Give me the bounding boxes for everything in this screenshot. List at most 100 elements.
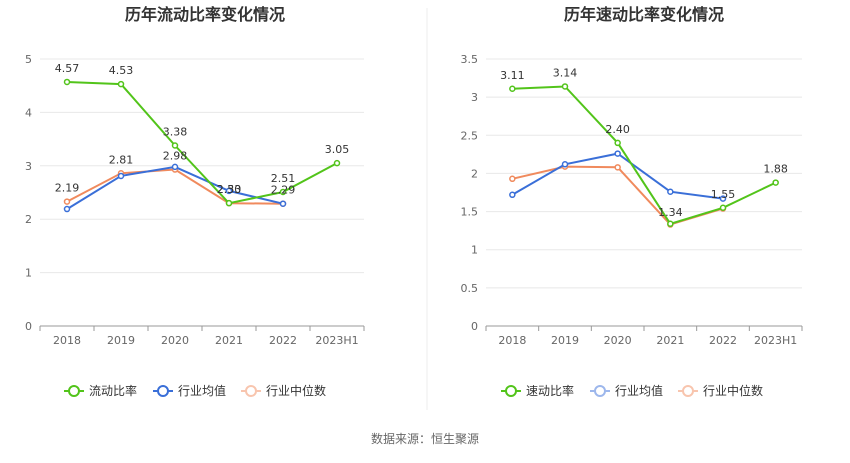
y-tick-label: 4 <box>25 106 32 119</box>
data-point <box>614 164 621 171</box>
data-label: 1.34 <box>658 206 683 219</box>
data-point <box>772 179 779 186</box>
data-label: 3.14 <box>553 66 578 79</box>
x-tick-label: 2021 <box>215 334 243 347</box>
y-tick-label: 3 <box>471 91 478 104</box>
data-point <box>171 142 179 149</box>
data-label: 3.11 <box>500 69 525 82</box>
data-labels: 3.11 3.14 2.40 1.34 1.55 1.88 <box>500 66 788 218</box>
legend: 速动比率 行业均值 行业中位数 <box>501 383 763 398</box>
data-label: 2.19 <box>55 182 80 195</box>
data-point <box>171 163 179 171</box>
data-point <box>225 199 233 207</box>
y-tick-label: 2 <box>471 167 478 180</box>
data-point <box>719 195 727 202</box>
y-tick-label: 2 <box>25 213 32 226</box>
data-point <box>614 150 621 157</box>
legend-marker <box>594 385 606 397</box>
x-tick-label: 2020 <box>161 334 189 347</box>
data-label: 4.53 <box>109 64 134 77</box>
legend-marker <box>245 385 257 397</box>
series-layer <box>63 78 341 213</box>
y-tick-label: 1 <box>25 267 32 280</box>
x-tick-label: 2021 <box>656 334 684 347</box>
series-line <box>512 85 777 225</box>
data-labels: 4.57 4.53 3.38 2.30 2.51 3.05 2.19 2.81 2.98 2.53… <box>55 62 350 197</box>
series-line <box>512 165 724 226</box>
legend-marker <box>68 385 80 397</box>
legend-marker <box>682 385 694 397</box>
legend-label: 流动比率 <box>89 383 137 398</box>
data-point <box>63 78 71 86</box>
data-label: 2.98 <box>163 150 188 163</box>
data-point <box>509 175 516 183</box>
data-point <box>614 139 621 147</box>
quick-ratio-chart: 历年速动比率变化情况 0 0.5 1 1.5 2 2.5 3 3.5 2018 2019 2020… <box>461 5 803 398</box>
data-point <box>719 204 727 212</box>
x-axis: 2018 2019 2020 2021 2022 2023H1 <box>39 325 365 347</box>
data-label: 2.40 <box>605 123 630 136</box>
data-point <box>561 161 569 168</box>
y-tick-label: 2.5 <box>461 129 479 142</box>
x-tick-label: 2023H1 <box>315 334 358 347</box>
x-tick-label: 2022 <box>709 334 737 347</box>
data-point <box>117 80 125 88</box>
data-point <box>279 188 287 196</box>
legend-label: 行业均值 <box>615 383 663 398</box>
x-tick-label: 2019 <box>107 334 135 347</box>
data-label: 3.05 <box>325 143 350 156</box>
series-layer <box>509 83 779 228</box>
source-note: 数据来源：恒生聚源 <box>371 431 479 446</box>
data-point <box>117 172 125 180</box>
y-tick-label: 3.5 <box>461 53 479 66</box>
data-label: 2.51 <box>271 172 296 185</box>
y-tick-label: 3 <box>25 160 32 173</box>
data-point <box>509 85 516 93</box>
y-gridlines <box>40 58 364 327</box>
data-point <box>561 83 569 90</box>
legend-marker <box>505 385 517 397</box>
legend-label: 行业中位数 <box>703 383 763 398</box>
series-line <box>66 81 338 205</box>
data-label: 4.57 <box>55 62 80 75</box>
data-point <box>333 159 341 167</box>
y-tick-label: 0 <box>471 320 478 333</box>
data-label: 2.30 <box>217 183 242 196</box>
x-tick-label: 2023H1 <box>754 334 797 347</box>
x-tick-label: 2019 <box>551 334 579 347</box>
x-tick-label: 2018 <box>53 334 81 347</box>
x-tick-label: 2022 <box>269 334 297 347</box>
legend-label: 速动比率 <box>526 383 574 398</box>
data-point <box>225 187 233 195</box>
y-tick-labels: 0 0.5 1 1.5 2 2.5 3 3.5 <box>461 53 479 333</box>
data-label: 2.53 <box>217 183 242 196</box>
data-label: 1.55 <box>711 188 736 201</box>
y-tick-labels: 0 1 2 3 4 5 <box>25 53 32 333</box>
data-point <box>667 188 674 195</box>
legend-label: 行业中位数 <box>266 383 326 398</box>
x-tick-label: 2020 <box>604 334 632 347</box>
series-line <box>511 152 724 200</box>
legend-marker <box>157 385 169 397</box>
y-tick-label: 1 <box>471 244 478 257</box>
data-point <box>63 198 71 205</box>
data-label: 2.29 <box>271 184 296 197</box>
data-point <box>279 200 287 207</box>
data-point <box>667 220 674 228</box>
x-axis: 2018 2019 2020 2021 2022 2023H1 <box>485 325 803 347</box>
data-label: 3.38 <box>163 126 188 139</box>
x-tick-label: 2018 <box>498 334 526 347</box>
chart-title: 历年流动比率变化情况 <box>125 5 285 24</box>
legend-label: 行业均值 <box>178 383 226 398</box>
data-label: 1.88 <box>763 163 788 176</box>
chart-title: 历年速动比率变化情况 <box>564 5 724 24</box>
y-tick-label: 0.5 <box>461 282 479 295</box>
data-point <box>509 191 516 199</box>
data-point <box>63 205 71 213</box>
y-tick-label: 1.5 <box>461 206 479 219</box>
data-label: 2.81 <box>109 153 134 166</box>
y-tick-label: 5 <box>25 53 32 66</box>
y-tick-label: 0 <box>25 320 32 333</box>
